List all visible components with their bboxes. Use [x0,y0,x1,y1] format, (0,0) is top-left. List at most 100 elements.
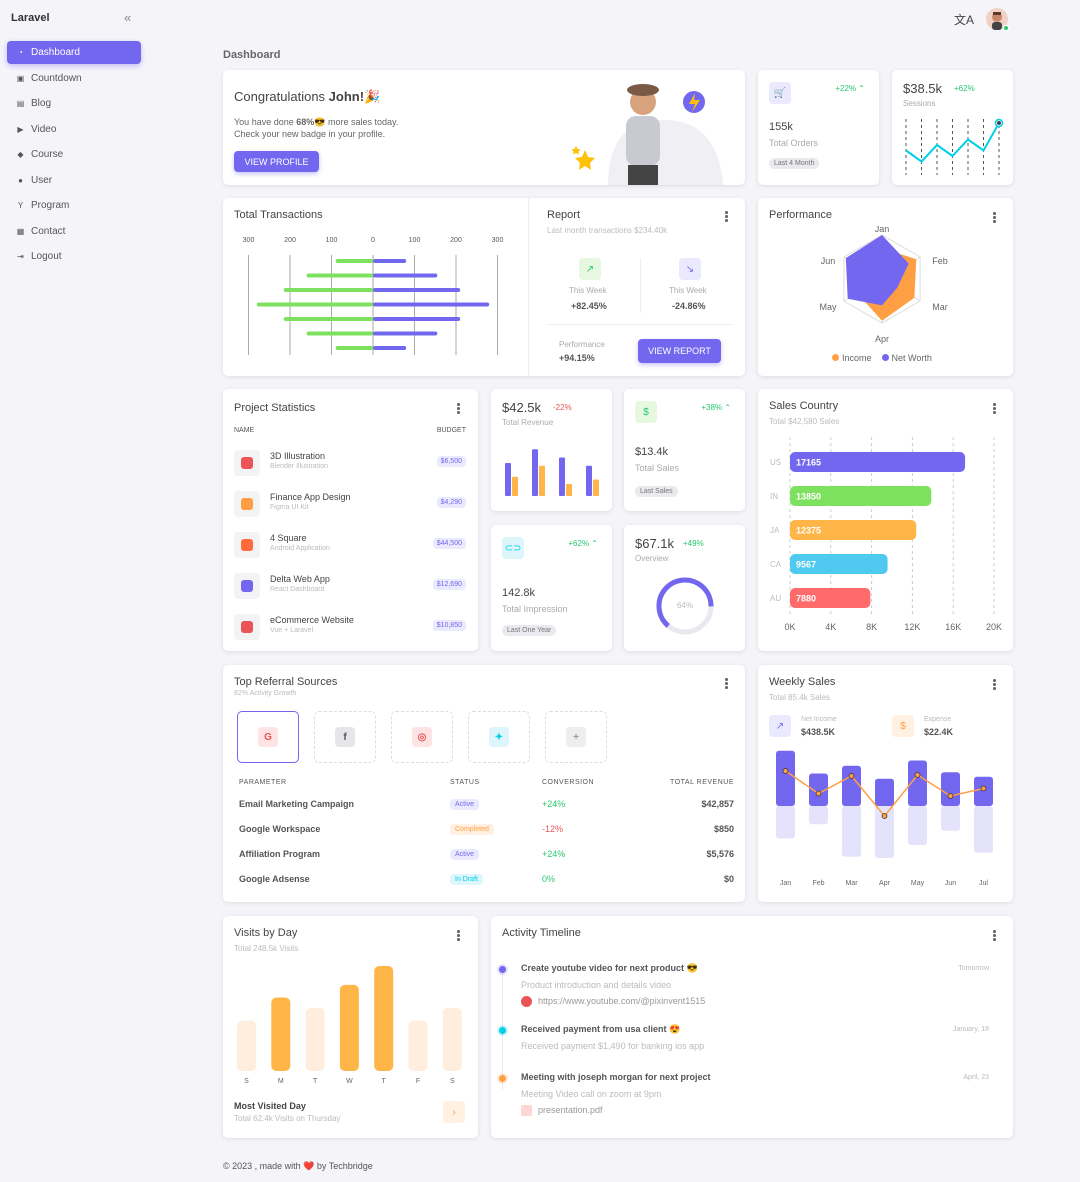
project-row[interactable]: 3D Illustration Blender Illustration $6,… [234,448,467,478]
header-conversion: CONVERSION [542,779,595,786]
sidebar-item-blog[interactable]: ▤ Blog [7,92,141,115]
weekly-bar-down [941,806,960,831]
transactions-bar-negative [335,346,373,350]
weekly-more-icon[interactable] [993,679,996,690]
weekly-month-label: Jul [979,880,988,887]
visits-bar [408,1020,428,1071]
referral-more-icon[interactable] [725,678,728,689]
congrats-line1: You have done 68%😎 more sales today. [234,117,399,127]
sidebar-item-video[interactable]: ▶ Video [7,118,141,141]
referral-source-facebook[interactable]: f [314,711,376,763]
timeline-more-icon[interactable] [993,930,996,941]
radar-axis-label: May [819,302,837,312]
project-name: Delta Web App [270,574,330,584]
timeline-item-title: Create youtube video for next product 😎 [521,963,698,973]
radar-axis-label: Feb [932,256,948,266]
timeline-title: Activity Timeline [502,927,581,939]
referral-source-twitter[interactable]: ✦ [468,711,530,763]
impression-change: +62% ⌃ [568,539,598,548]
sidebar-item-label: Logout [31,251,62,262]
visits-bar [339,984,359,1071]
net-income-icon: ↗ [769,715,791,737]
sessions-change: +62% [954,84,975,93]
project-subtitle: React Dashboard [270,586,325,593]
referral-source-google[interactable]: G [237,711,299,763]
referral-parameter: Email Marketing Campaign [239,799,355,809]
transactions-bar-chart: 300 200 100 0 100 200 300 [243,237,504,355]
collapse-sidebar-icon[interactable]: « [124,10,132,25]
brand-logo[interactable]: Laravel [11,12,50,24]
sidebar-nav: ◔ Dashboard ▣ Countdown ▤ Blog ▶ Video ◆ Course ● U… [7,41,141,271]
status-badge: Active [450,799,480,810]
country-label: IN [770,492,778,501]
weekly-line-point [815,790,822,797]
visits-more-icon[interactable] [457,930,460,941]
referral-source-instagram[interactable]: ◎ [391,711,453,763]
country-tick-label: 16K [945,622,961,632]
project-row[interactable]: Finance App Design Figma UI Kit $4,290 [234,489,467,519]
sidebar-item-user[interactable]: ● User [7,169,141,192]
dollar-icon: $ [635,401,657,423]
table-row: Affiliation Program Active +24% $5,576 [239,846,734,864]
view-report-button[interactable]: VIEW REPORT [638,339,721,363]
visits-day-label: T [313,1078,318,1085]
sales-badge: Last Sales [635,486,678,497]
translate-icon[interactable]: 文A [953,12,974,27]
character-illustration [571,84,723,185]
visits-bar [442,1008,462,1071]
sales-country-more-icon[interactable] [993,403,996,414]
project-row[interactable]: 4 Square Android Application $44,500 [234,530,467,560]
sidebar-item-dashboard[interactable]: ◔ Dashboard [7,41,141,64]
sidebar-item-logout[interactable]: ⇥ Logout [7,245,141,268]
expense-value: $22.4K [924,727,954,737]
overview-card: $67.1k +49% Overview 64% [624,525,745,651]
timeline-item-link[interactable]: https://www.youtube.com/@pixinvent1515 [538,996,706,1006]
transactions-bar-negative [283,288,373,292]
user-icon: ● [18,175,23,185]
project-more-icon[interactable] [457,403,460,414]
project-budget: $10,850 [432,620,466,631]
weekly-line-point [980,785,987,792]
referral-source-add[interactable]: + [545,711,607,763]
twitter-icon: ✦ [489,727,509,747]
timeline-dot [499,966,506,973]
project-logo-icon [234,614,260,640]
dashboard-icon: ◔ [18,48,23,57]
timeline-item-link[interactable]: presentation.pdf [538,1105,603,1115]
report-more-icon[interactable] [725,211,728,222]
weekly-bar-down [908,806,927,845]
contact-icon: ▦ [16,226,25,236]
weekly-line-point [947,793,954,799]
footer-company-link[interactable]: Techbridge [328,1161,373,1171]
performance-more-icon[interactable] [993,212,996,223]
avatar[interactable] [986,8,1009,31]
sidebar-item-countdown[interactable]: ▣ Countdown [7,67,141,90]
weekly-bar-down [974,806,993,853]
sidebar-item-program[interactable]: Y Program [7,194,141,217]
expense-icon: $ [892,715,914,737]
weekly-line-point [914,772,921,778]
transactions-bar-positive [373,273,438,278]
chevron-right-icon[interactable]: › [443,1101,465,1123]
transactions-tick-label: 300 [492,237,504,244]
country-bar [790,554,888,574]
performance-radar-chart: Jan Feb Mar Apr May Jun [819,226,948,344]
timeline-item-time: Tomorrow [958,965,989,972]
referral-revenue: $5,576 [706,849,734,859]
transactions-bar-negative [306,331,373,336]
transactions-bar-positive [373,346,407,350]
view-profile-button[interactable]: VIEW PROFILE [234,151,319,172]
blog-icon: ▤ [16,99,25,108]
weekly-bar-down [842,806,861,857]
sidebar-item-contact[interactable]: ▦ Contact [7,220,141,243]
sidebar: Laravel « ◔ Dashboard ▣ Countdown ▤ Blog ▶ Vide… [0,0,150,1182]
visits-by-day-card: Visits by Day Total 248.5k Visits S M T W T F… [223,916,478,1138]
timeline-item-title: Meeting with joseph morgan for next proj… [521,1072,711,1082]
sidebar-item-course[interactable]: ◆ Course [7,143,141,166]
project-row[interactable]: Delta Web App React Dashboard $12,690 [234,571,467,601]
referral-title: Top Referral Sources [234,676,338,688]
project-budget: $6,500 [436,456,466,467]
project-row[interactable]: eCommerce Website Vue + Laravel $10,850 [234,612,467,642]
transactions-report-card: Total Transactions 300 200 100 0 100 200 300 R… [223,198,745,376]
project-logo-icon [234,450,260,476]
